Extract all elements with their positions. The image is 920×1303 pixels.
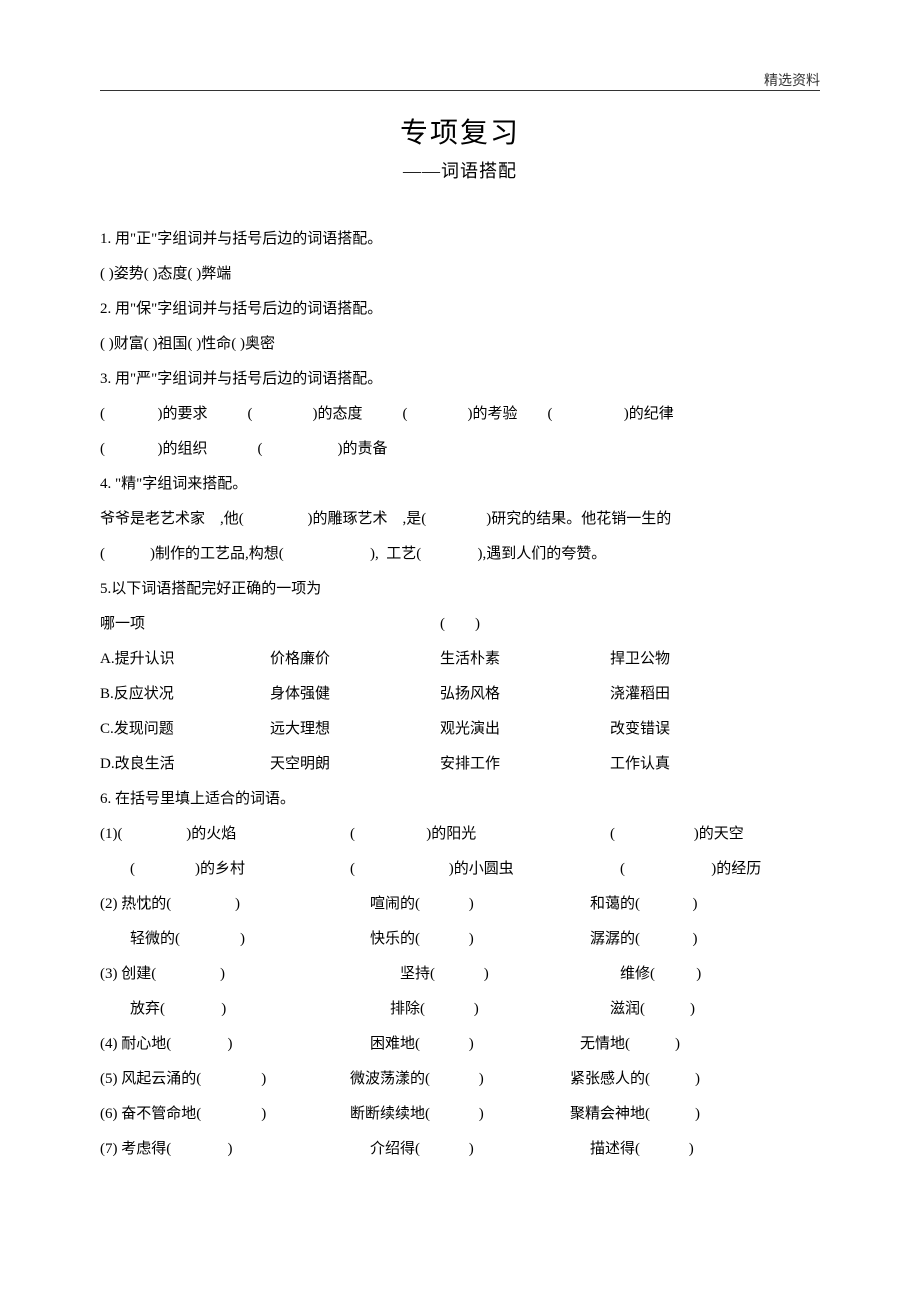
q5-B-1: B.反应状况 bbox=[100, 678, 270, 711]
q5-optB: B.反应状况 身体强健 弘扬风格 浇灌稻田 bbox=[100, 678, 820, 711]
q6-r3a-1: (3) 创建( ) bbox=[100, 958, 400, 991]
q6-r3a-2: 坚持( ) bbox=[400, 958, 620, 991]
q1-stem: 1. 用"正"字组词并与括号后边的词语搭配。 bbox=[100, 223, 820, 256]
q5-C-3: 观光演出 bbox=[440, 713, 610, 746]
q6-r1a-1: (1)( )的火焰 bbox=[100, 818, 350, 851]
q3-line1: ( )的要求 ( )的态度 ( )的考验 ( )的纪律 bbox=[100, 398, 820, 431]
q5-D-2: 天空明朗 bbox=[270, 748, 440, 781]
q1-items: ( )姿势( )态度( )弊端 bbox=[100, 258, 820, 291]
q3-l1-1: ( )的要求 bbox=[100, 398, 208, 431]
q5-B-3: 弘扬风格 bbox=[440, 678, 610, 711]
q2-stem: 2. 用"保"字组词并与括号后边的词语搭配。 bbox=[100, 293, 820, 326]
q3-l2-1: ( )的组织 bbox=[100, 433, 208, 466]
q3-l1-4: ( )的纪律 bbox=[548, 398, 674, 431]
q5-C-4: 改变错误 bbox=[610, 713, 670, 746]
q3-l2-2: ( )的责备 bbox=[258, 433, 388, 466]
q4-p1: 爷爷是老艺术家 ,他( )的雕琢艺术 ,是( )研究的结果。他花销一生的 bbox=[100, 503, 820, 536]
q4-p2: ( )制作的工艺品,构想( ), 工艺( ),遇到人们的夸赞。 bbox=[100, 538, 820, 571]
q6-r4-2: 困难地( ) bbox=[370, 1028, 580, 1061]
q6-stem: 6. 在括号里填上适合的词语。 bbox=[100, 783, 820, 816]
q6-r2a-3: 和蔼的( ) bbox=[590, 888, 698, 921]
q5-D-4: 工作认真 bbox=[610, 748, 670, 781]
q6-r7-2: 介绍得( ) bbox=[370, 1133, 590, 1166]
q6-r1a: (1)( )的火焰 ( )的阳光 ( )的天空 bbox=[100, 818, 820, 851]
q5-A-1: A.提升认识 bbox=[100, 643, 270, 676]
q5-B-2: 身体强健 bbox=[270, 678, 440, 711]
q6-r1a-3: ( )的天空 bbox=[610, 818, 744, 851]
q6-r5: (5) 风起云涌的( ) 微波荡漾的( ) 紧张感人的( ) bbox=[100, 1063, 820, 1096]
q6-r6-1: (6) 奋不管命地( ) bbox=[100, 1098, 350, 1131]
q6-r5-3: 紧张感人的( ) bbox=[570, 1063, 700, 1096]
q6-r5-1: (5) 风起云涌的( ) bbox=[100, 1063, 350, 1096]
q5-optD: D.改良生活 天空明朗 安排工作 工作认真 bbox=[100, 748, 820, 781]
q6-r2a-1: (2) 热忱的( ) bbox=[100, 888, 370, 921]
q6-r3b: 放弃( ) 排除( ) 滋润( ) bbox=[100, 993, 820, 1026]
q3-l1-2: ( )的态度 bbox=[248, 398, 363, 431]
q6-r2b-2: 快乐的( ) bbox=[370, 923, 590, 956]
q5-D-3: 安排工作 bbox=[440, 748, 610, 781]
q5-stem2-row: 哪一项 ( ) bbox=[100, 608, 820, 641]
q5-C-2: 远大理想 bbox=[270, 713, 440, 746]
q5-A-3: 生活朴素 bbox=[440, 643, 610, 676]
q5-B-4: 浇灌稻田 bbox=[610, 678, 670, 711]
q6-r1b-3: ( )的经历 bbox=[620, 853, 761, 886]
q6-r7-1: (7) 考虑得( ) bbox=[100, 1133, 370, 1166]
q6-r2a-2: 喧闹的( ) bbox=[370, 888, 590, 921]
q6-r4-3: 无情地( ) bbox=[580, 1028, 680, 1061]
q4-stem: 4. "精"字组词来搭配。 bbox=[100, 468, 820, 501]
q6-r3b-2: 排除( ) bbox=[390, 993, 610, 1026]
q6-r1b-2: ( )的小圆虫 bbox=[350, 853, 620, 886]
q6-r3a: (3) 创建( ) 坚持( ) 维修( ) bbox=[100, 958, 820, 991]
q6-r4-1: (4) 耐心地( ) bbox=[100, 1028, 370, 1061]
q5-optC: C.发现问题 远大理想 观光演出 改变错误 bbox=[100, 713, 820, 746]
q6-r2b-1: 轻微的( ) bbox=[130, 923, 370, 956]
q3-l1-3: ( )的考验 bbox=[403, 398, 518, 431]
q6-r3a-3: 维修( ) bbox=[620, 958, 701, 991]
q6-r6: (6) 奋不管命地( ) 断断续续地( ) 聚精会神地( ) bbox=[100, 1098, 820, 1131]
q5-stem2: 哪一项 bbox=[100, 608, 145, 641]
header-label: 精选资料 bbox=[764, 70, 820, 90]
q6-r2a: (2) 热忱的( ) 喧闹的( ) 和蔼的( ) bbox=[100, 888, 820, 921]
page-subtitle: ——词语搭配 bbox=[100, 157, 820, 183]
q3-stem: 3. 用"严"字组词并与括号后边的词语搭配。 bbox=[100, 363, 820, 396]
question-block: 1. 用"正"字组词并与括号后边的词语搭配。 ( )姿势( )态度( )弊端 2… bbox=[100, 223, 820, 1166]
q6-r2b-3: 潺潺的( ) bbox=[590, 923, 698, 956]
q5-A-4: 捍卫公物 bbox=[610, 643, 670, 676]
q6-r7: (7) 考虑得( ) 介绍得( ) 描述得( ) bbox=[100, 1133, 820, 1166]
q2-items: ( )财富( )祖国( )性命( )奥密 bbox=[100, 328, 820, 361]
q6-r1b-1: ( )的乡村 bbox=[130, 853, 350, 886]
q3-line2: ( )的组织 ( )的责备 bbox=[100, 433, 820, 466]
q6-r6-3: 聚精会神地( ) bbox=[570, 1098, 700, 1131]
top-rule bbox=[100, 90, 820, 91]
q6-r1b: ( )的乡村 ( )的小圆虫 ( )的经历 bbox=[100, 853, 820, 886]
page-title: 专项复习 bbox=[100, 111, 820, 151]
q6-r7-3: 描述得( ) bbox=[590, 1133, 694, 1166]
q6-r5-2: 微波荡漾的( ) bbox=[350, 1063, 570, 1096]
q5-paren: ( ) bbox=[440, 608, 480, 641]
q6-r4: (4) 耐心地( ) 困难地( ) 无情地( ) bbox=[100, 1028, 820, 1061]
q5-stem1: 5.以下词语搭配完好正确的一项为 bbox=[100, 573, 820, 606]
q5-optA: A.提升认识 价格廉价 生活朴素 捍卫公物 bbox=[100, 643, 820, 676]
q6-r6-2: 断断续续地( ) bbox=[350, 1098, 570, 1131]
document-page: 精选资料 专项复习 ——词语搭配 1. 用"正"字组词并与括号后边的词语搭配。 … bbox=[0, 0, 920, 1208]
q5-A-2: 价格廉价 bbox=[270, 643, 440, 676]
q5-C-1: C.发现问题 bbox=[100, 713, 270, 746]
q6-r1a-2: ( )的阳光 bbox=[350, 818, 610, 851]
q6-r3b-3: 滋润( ) bbox=[610, 993, 695, 1026]
q6-r3b-1: 放弃( ) bbox=[130, 993, 390, 1026]
q6-r2b: 轻微的( ) 快乐的( ) 潺潺的( ) bbox=[100, 923, 820, 956]
q5-D-1: D.改良生活 bbox=[100, 748, 270, 781]
